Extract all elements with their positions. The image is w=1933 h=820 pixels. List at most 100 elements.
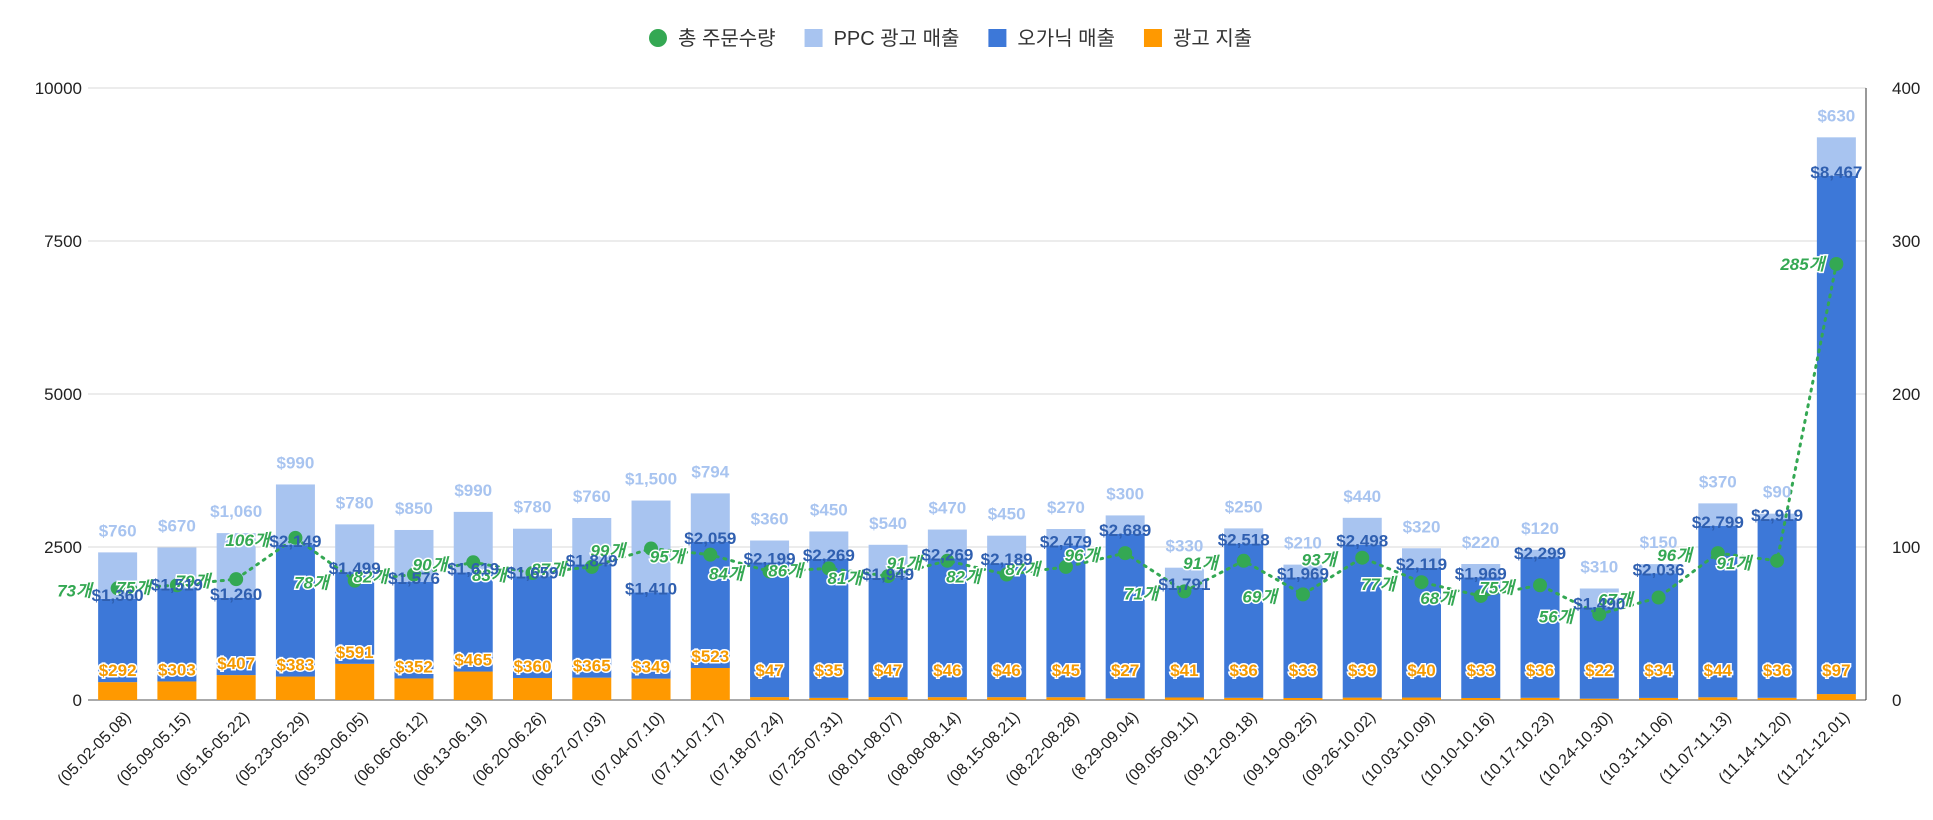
data-label-organic: $2,269 bbox=[803, 546, 855, 565]
data-label-orders: 87개 bbox=[531, 560, 568, 579]
data-label-orders: 77개 bbox=[1361, 575, 1398, 594]
data-label-orders: 83개 bbox=[472, 566, 509, 585]
data-label-ad-spend: $35 bbox=[815, 661, 843, 680]
orders-point bbox=[1592, 607, 1607, 622]
bar-organic-sales bbox=[98, 598, 138, 683]
legend-item: 광고 지출 bbox=[1143, 27, 1252, 50]
data-label-orders: 90개 bbox=[413, 555, 450, 574]
data-label-ppc: $320 bbox=[1403, 517, 1441, 536]
data-label-organic: $1,969 bbox=[1277, 564, 1329, 583]
data-label-ad-spend: $46 bbox=[992, 661, 1020, 680]
bar-ppc-sales bbox=[1579, 588, 1619, 608]
bar-ad-spend bbox=[572, 677, 612, 700]
y-left-tick-label: 5000 bbox=[44, 385, 82, 404]
bar-stack bbox=[1342, 517, 1382, 700]
bar-ad-spend bbox=[750, 697, 790, 700]
bar-stack bbox=[1164, 567, 1204, 700]
bar-stack bbox=[216, 533, 256, 700]
data-label-ppc: $210 bbox=[1284, 534, 1322, 553]
bar-stack bbox=[453, 511, 493, 700]
bar-ppc-sales bbox=[1816, 137, 1856, 176]
data-label-ad-spend: $365 bbox=[573, 657, 611, 676]
orders-point bbox=[525, 566, 540, 581]
data-label-ad-spend: $349 bbox=[632, 658, 670, 677]
bar-stack bbox=[1402, 548, 1441, 700]
orders-point bbox=[940, 553, 955, 568]
bar-data-labels: $760 $1,360 $292 $670 $1,519 $303 $1,060 $1,260… bbox=[92, 106, 1863, 681]
bar-organic-sales bbox=[216, 597, 256, 676]
data-label-organic: $2,518 bbox=[1218, 531, 1270, 550]
bar-ppc-sales bbox=[1046, 529, 1086, 546]
y-left-tick-label: 2500 bbox=[44, 538, 82, 557]
bar-ad-spend bbox=[927, 697, 967, 700]
bar-ppc-sales bbox=[1283, 564, 1323, 578]
bar-stack bbox=[1757, 513, 1797, 700]
data-label-orders: 95개 bbox=[650, 548, 687, 567]
data-label-ppc: $450 bbox=[988, 505, 1026, 524]
orders-point bbox=[1651, 590, 1666, 605]
bar-ad-spend bbox=[868, 697, 908, 700]
y-right-tick-label: 100 bbox=[1892, 538, 1920, 557]
bar-ad-spend bbox=[631, 678, 671, 700]
data-label-orders: 96개 bbox=[1065, 546, 1102, 565]
orders-point bbox=[288, 530, 303, 545]
data-label-organic: $2,119 bbox=[1396, 555, 1447, 574]
data-label-ppc: $760 bbox=[573, 487, 611, 506]
bar-ad-spend bbox=[275, 676, 315, 700]
y-axis-right: 0 100 200 300 400 bbox=[1892, 79, 1920, 710]
bar-stack bbox=[275, 484, 315, 700]
legend-item: PPC 광고 매출 bbox=[804, 27, 959, 50]
bar-ppc-sales bbox=[216, 533, 256, 598]
data-label-organic: $2,299 bbox=[1514, 544, 1566, 563]
data-label-ppc: $1,500 bbox=[625, 470, 677, 489]
orders-point bbox=[466, 555, 481, 570]
data-label-ppc: $794 bbox=[691, 462, 729, 481]
bar-ppc-sales bbox=[809, 531, 849, 559]
data-label-orders: 93개 bbox=[1302, 551, 1339, 570]
data-label-ad-spend: $41 bbox=[1170, 661, 1198, 680]
orders-point bbox=[1533, 578, 1548, 593]
data-label-ad-spend: $303 bbox=[158, 660, 196, 679]
data-label-organic: $2,036 bbox=[1633, 560, 1685, 579]
bar-stack bbox=[809, 531, 849, 700]
bar-ppc-sales bbox=[1402, 548, 1441, 568]
data-label-organic: $2,269 bbox=[921, 545, 973, 564]
data-label-ad-spend: $40 bbox=[1407, 661, 1435, 680]
y-right-tick-label: 200 bbox=[1892, 385, 1920, 404]
bar-ad-spend bbox=[1105, 698, 1145, 700]
bar-stack bbox=[1816, 137, 1856, 700]
bar-stack bbox=[631, 500, 671, 700]
bar-organic-sales bbox=[631, 592, 671, 679]
legend-marker-square bbox=[804, 29, 823, 47]
orders-point bbox=[999, 567, 1014, 582]
bar-ppc-sales bbox=[1164, 567, 1204, 588]
data-label-ppc: $270 bbox=[1047, 498, 1085, 517]
data-label-ad-spend: $39 bbox=[1348, 661, 1376, 680]
legend-label: 광고 지출 bbox=[1173, 27, 1252, 50]
bar-organic-sales bbox=[750, 562, 790, 698]
data-label-organic: $1,490 bbox=[1573, 594, 1625, 613]
bar-ppc-sales bbox=[1342, 517, 1382, 545]
bar-ppc-sales bbox=[1698, 503, 1738, 527]
bar-ad-spend bbox=[1816, 694, 1856, 700]
data-label-organic: $2,199 bbox=[744, 550, 796, 569]
data-label-organic: $2,799 bbox=[1692, 513, 1744, 532]
bar-ad-spend bbox=[216, 675, 256, 700]
y-left-tick-label: 0 bbox=[73, 691, 82, 710]
data-label-ppc: $780 bbox=[336, 493, 374, 512]
bar-stack bbox=[1579, 588, 1619, 700]
data-label-organic: $2,479 bbox=[1040, 533, 1092, 552]
orders-point bbox=[347, 573, 362, 588]
data-label-ad-spend: $465 bbox=[454, 651, 492, 670]
data-label-organic: $1,619 bbox=[447, 559, 499, 578]
data-label-ad-spend: $46 bbox=[933, 661, 961, 680]
y-left-tick-label: 7500 bbox=[44, 232, 82, 251]
data-label-orders: 91개 bbox=[1717, 554, 1754, 573]
bar-ppc-sales bbox=[750, 540, 790, 563]
bar-stack bbox=[1461, 564, 1501, 700]
data-label-ppc: $630 bbox=[1817, 106, 1855, 125]
legend-marker-circle bbox=[649, 29, 667, 47]
data-label-organic: $1,849 bbox=[566, 552, 618, 571]
legend-item: 오가닉 매출 bbox=[988, 27, 1115, 50]
